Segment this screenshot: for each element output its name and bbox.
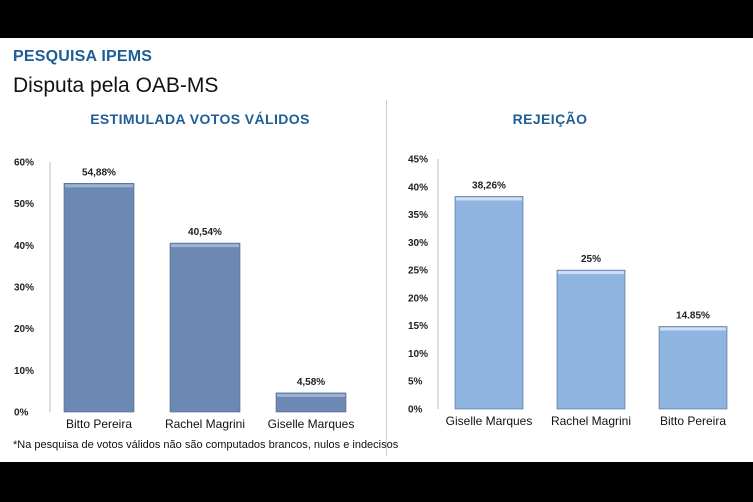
rejeicao-bar-rachel-magrini (556, 269, 626, 410)
votos-validos-category-label: Giselle Marques (268, 417, 355, 431)
rejeicao-category-label: Giselle Marques (446, 414, 533, 428)
rejeicao-value-label: 25% (581, 254, 601, 265)
votos-validos-y-tick-label: 0% (14, 408, 29, 419)
votos-validos-bar-bitto-pereira (63, 183, 135, 413)
rejeicao-y-tick-label: 30% (408, 238, 428, 249)
footnote: *Na pesquisa de votos válidos não são co… (13, 439, 399, 451)
votos-validos-bar-highlight (277, 393, 345, 397)
chart-rejeicao: 0% 5% 10% 15% 20% 25% 30% 35% 40% 45% 38,26% Gisell… (408, 155, 728, 428)
votos-validos-value-label: 40,54% (188, 227, 222, 238)
rejeicao-bar-giselle-marques (454, 196, 524, 410)
rejeicao-y-tick-label: 15% (408, 321, 428, 332)
votos-validos-category-label: Bitto Pereira (66, 417, 132, 431)
rejeicao-value-label: 38,26% (472, 180, 506, 191)
rejeicao-y-tick-label: 10% (408, 349, 428, 360)
rejeicao-bar-bitto-pereira (658, 326, 728, 410)
rejeicao-bar-highlight (456, 197, 522, 201)
votos-validos-bar-rachel-magrini (169, 242, 241, 413)
rejeicao-y-tick-label: 5% (408, 377, 423, 388)
infographic-panel: PESQUISA IPEMS Disputa pela OAB-MS ESTIM… (0, 38, 753, 462)
rejeicao-y-tick-label: 20% (408, 293, 428, 304)
rejeicao-y-tick-label: 25% (408, 266, 428, 277)
chart-divider (386, 100, 387, 456)
rejeicao-category-label: Bitto Pereira (660, 414, 726, 428)
rejeicao-y-tick-label: 40% (408, 182, 428, 193)
votos-validos-bar-highlight (171, 244, 239, 248)
rejeicao-y-tick-label: 35% (408, 210, 428, 221)
votos-validos-value-label: 54,88% (82, 167, 116, 178)
chart-title-rejeicao: REJEIÇÃO (512, 111, 588, 127)
votos-validos-bar-giselle-marques (275, 392, 347, 413)
rejeicao-bar-highlight (660, 327, 726, 331)
votos-validos-y-tick-label: 20% (14, 324, 34, 335)
headline: Disputa pela OAB-MS (13, 74, 219, 97)
votos-validos-y-tick-label: 60% (14, 158, 34, 169)
votos-validos-y-tick-label: 30% (14, 283, 34, 294)
chart-votos-validos: 0% 10% 20% 30% 40% 50% 60% 54,88% Bitto Pereira 4… (14, 158, 355, 432)
votos-validos-y-tick-label: 40% (14, 241, 34, 252)
votos-validos-bar-highlight (65, 184, 133, 188)
votos-validos-value-label: 4,58% (297, 377, 325, 388)
kicker-title: PESQUISA IPEMS (13, 48, 153, 65)
votos-validos-y-tick-label: 10% (14, 366, 34, 377)
rejeicao-y-tick-label: 0% (408, 405, 423, 416)
chart-title-votos-validos: ESTIMULADA VOTOS VÁLIDOS (90, 111, 310, 127)
rejeicao-category-label: Rachel Magrini (551, 414, 631, 428)
votos-validos-y-tick-label: 50% (14, 199, 34, 210)
rejeicao-value-label: 14.85% (676, 311, 710, 322)
votos-validos-category-label: Rachel Magrini (165, 417, 245, 431)
rejeicao-y-tick-label: 45% (408, 155, 428, 166)
rejeicao-bar-highlight (558, 271, 624, 275)
